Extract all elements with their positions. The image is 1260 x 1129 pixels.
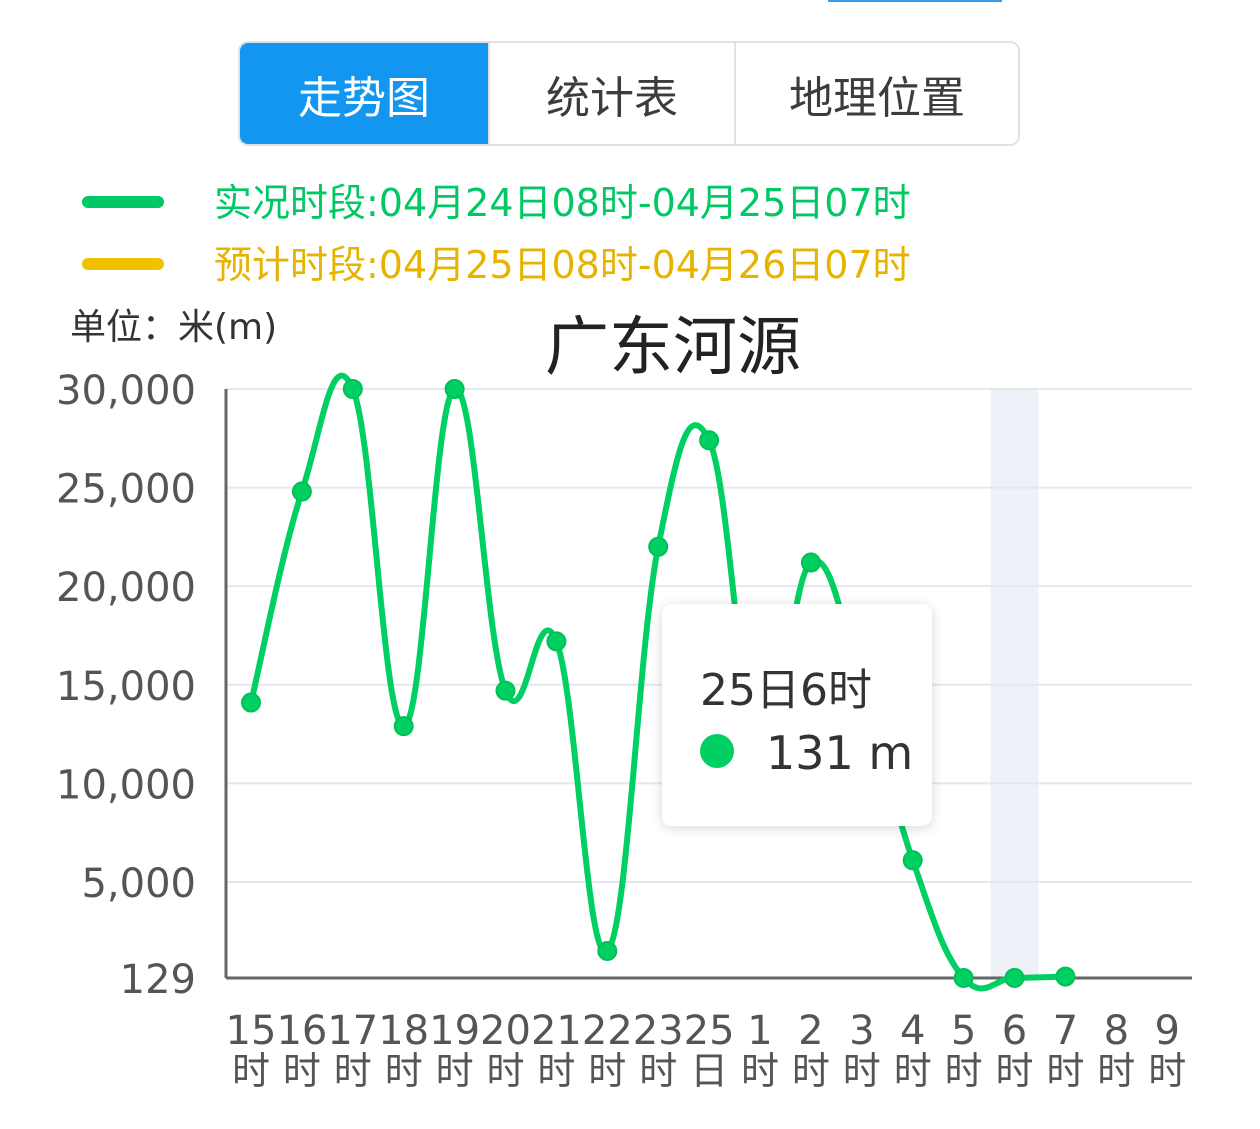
y-tick-label: 20,000: [56, 565, 196, 611]
series-line: [248, 372, 1066, 992]
tooltip-series-dot: [700, 734, 734, 768]
data-point: [1004, 967, 1025, 988]
x-tick-label: 25: [684, 1008, 735, 1054]
tab-geo-location[interactable]: 地理位置: [789, 72, 965, 124]
data-point: [546, 631, 567, 652]
legend-forecast-text: 预计时段:04月25日08时-04月26日07时: [214, 243, 911, 287]
x-tick-label: 18: [378, 1008, 429, 1054]
legend-observed-line: [82, 196, 164, 208]
data-point: [902, 850, 923, 871]
view-tabs: 走势图 统计表 地理位置: [238, 41, 1020, 146]
y-tick-label: 15,000: [56, 664, 196, 710]
legend-forecast-line: [82, 258, 164, 270]
x-tick-label: 2: [798, 1008, 823, 1054]
data-point: [342, 379, 363, 399]
data-point: [699, 430, 720, 451]
x-tick-label-unit: 时: [283, 1049, 321, 1093]
data-point: [291, 481, 312, 502]
x-tick-label-unit: 时: [385, 1049, 423, 1093]
tab-statistics-table[interactable]: 统计表: [490, 43, 736, 144]
y-tick-label: 129: [120, 957, 196, 1003]
data-point: [800, 552, 821, 573]
x-tick-label-unit: 日: [690, 1049, 728, 1093]
x-tick-label-unit: 时: [436, 1049, 474, 1093]
x-tick-label: 22: [582, 1008, 633, 1054]
x-tick-label-unit: 时: [639, 1049, 677, 1093]
x-tick-label-unit: 时: [588, 1049, 626, 1093]
x-tick-label: 21: [531, 1008, 582, 1054]
y-tick-label: 25,000: [56, 467, 196, 513]
data-point: [597, 940, 618, 961]
tab-trend-chart[interactable]: 走势图: [240, 43, 490, 144]
x-tick-label: 15: [226, 1008, 277, 1054]
x-tick-label: 6: [1002, 1008, 1027, 1054]
x-tick-label-unit: 时: [792, 1049, 830, 1093]
x-tick-label-unit: 时: [486, 1049, 524, 1093]
x-tick-label: 1: [747, 1008, 772, 1054]
data-point: [241, 692, 261, 713]
x-tick-label-unit: 时: [1148, 1049, 1186, 1093]
x-tick-label: 8: [1104, 1008, 1129, 1054]
hover-highlight-band: [990, 389, 1039, 978]
x-tick-label-unit: 时: [843, 1049, 881, 1093]
unit-label: 单位：米(m): [70, 307, 278, 348]
tooltip-title: 25日6时: [700, 665, 872, 716]
y-tick-label: 5,000: [81, 861, 196, 907]
x-tick-label-unit: 时: [945, 1049, 983, 1093]
x-tick-label: 7: [1053, 1008, 1078, 1054]
x-tick-label-unit: 时: [1046, 1049, 1084, 1093]
x-tick-label-unit: 时: [537, 1049, 575, 1093]
chart-tooltip: 25日6时 131 m: [662, 604, 932, 826]
x-tick-label-unit: 时: [741, 1049, 779, 1093]
data-point: [495, 680, 516, 701]
x-tick-label: 16: [276, 1008, 327, 1054]
data-point: [648, 536, 669, 557]
data-point: [393, 716, 414, 737]
x-tick-label: 23: [633, 1008, 684, 1054]
x-tick-label-unit: 时: [334, 1049, 372, 1093]
chart-title: 广东河源: [545, 311, 801, 385]
x-tick-label-unit: 时: [232, 1049, 270, 1093]
data-point: [953, 967, 974, 988]
x-tick-label: 19: [429, 1008, 480, 1054]
x-tick-label-unit: 时: [894, 1049, 932, 1093]
legend-observed-text: 实况时段:04月24日08时-04月25日07时: [214, 181, 911, 225]
x-tick-label-unit: 时: [1097, 1049, 1135, 1093]
top-edge-line: [828, 0, 1002, 2]
x-tick-label: 4: [900, 1008, 925, 1054]
x-tick-label: 9: [1154, 1008, 1179, 1054]
x-tick-label: 3: [849, 1008, 874, 1054]
data-point: [1055, 966, 1076, 987]
x-tick-label: 17: [327, 1008, 378, 1054]
y-tick-label: 10,000: [56, 762, 196, 808]
data-point: [444, 379, 465, 399]
x-tick-label: 5: [951, 1008, 976, 1054]
y-tick-label: 30,000: [56, 368, 196, 414]
x-tick-label: 20: [480, 1008, 531, 1054]
x-tick-label-unit: 时: [995, 1049, 1033, 1093]
tooltip-value: 131 m: [766, 726, 914, 780]
